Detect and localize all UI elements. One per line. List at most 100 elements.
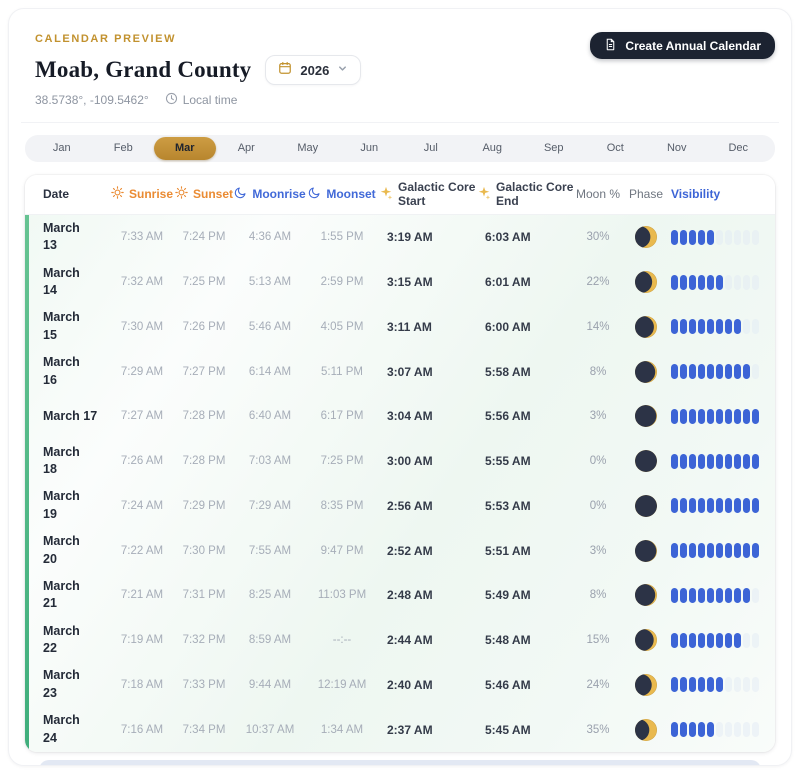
moonrise-cell: 8:25 AM xyxy=(248,589,292,602)
tab-jun[interactable]: Jun xyxy=(339,137,401,160)
visibility-bar xyxy=(707,677,714,693)
phase-cell xyxy=(621,718,671,741)
visibility-bar xyxy=(725,543,732,559)
moonset-cell: 1:55 PM xyxy=(320,231,364,244)
header-divider xyxy=(21,122,779,123)
visibility-bar xyxy=(680,408,687,424)
moonrise-cell: 7:29 AM xyxy=(248,499,292,512)
visibility-bar xyxy=(707,319,714,335)
tab-aug[interactable]: Aug xyxy=(462,137,524,160)
sunrise-cell: 7:19 AM xyxy=(120,634,164,647)
visibility-bar xyxy=(725,587,732,603)
col-sunset: Sunset xyxy=(173,186,235,203)
moon-percent-cell: 0% xyxy=(589,455,607,468)
visibility-bar xyxy=(680,498,687,514)
phase-cell xyxy=(621,405,671,428)
sunset-cell: 7:30 PM xyxy=(182,544,226,557)
sunrise-cell: 7:27 AM xyxy=(120,410,164,423)
moon-shadow xyxy=(635,584,656,607)
tab-nov[interactable]: Nov xyxy=(646,137,708,160)
visibility-bar xyxy=(716,229,723,245)
visibility-bar xyxy=(752,543,759,559)
phase-cell xyxy=(621,629,671,652)
tab-oct[interactable]: Oct xyxy=(585,137,647,160)
visibility-bars xyxy=(671,274,763,290)
visibility-bar xyxy=(716,364,723,380)
visibility-bar xyxy=(680,632,687,648)
tab-jul[interactable]: Jul xyxy=(400,137,462,160)
date-cell: March 14 xyxy=(43,265,80,298)
tab-jan[interactable]: Jan xyxy=(31,137,93,160)
sparkles-icon xyxy=(379,186,393,204)
visibility-bar xyxy=(734,364,741,380)
sunrise-cell: 7:26 AM xyxy=(120,455,164,468)
visibility-bar xyxy=(734,677,741,693)
coordinates-text: 38.5738°, -109.5462° xyxy=(35,93,149,107)
visibility-bar xyxy=(698,319,705,335)
galactic-core-start-cell: 3:11 AM xyxy=(387,319,432,334)
visibility-bar xyxy=(689,677,696,693)
visibility-bar xyxy=(752,319,759,335)
moonset-cell: 9:47 PM xyxy=(320,544,364,557)
visibility-bar xyxy=(734,274,741,290)
chevron-down-icon xyxy=(337,61,348,79)
visibility-bar xyxy=(743,632,750,648)
visibility-bar xyxy=(707,274,714,290)
visibility-bar xyxy=(716,677,723,693)
visibility-bar xyxy=(734,632,741,648)
col-visibility-label: Visibility xyxy=(671,186,721,201)
galactic-core-start-cell: 3:04 AM xyxy=(387,409,433,424)
sun-icon xyxy=(111,186,124,203)
col-moonrise: Moonrise xyxy=(235,186,306,203)
moonrise-cell: 5:13 AM xyxy=(248,276,292,289)
date-cell: March 15 xyxy=(43,310,80,342)
visibility-bar xyxy=(752,408,759,424)
tab-feb[interactable]: Feb xyxy=(93,137,155,160)
visibility-bar xyxy=(716,498,723,514)
visibility-bar xyxy=(689,453,696,469)
visibility-bar xyxy=(716,632,723,648)
visibility-bar xyxy=(743,543,750,559)
year-selector[interactable]: 2026 xyxy=(265,55,362,85)
tab-dec[interactable]: Dec xyxy=(708,137,770,160)
moon-phase-icon xyxy=(635,226,657,249)
visibility-bar xyxy=(734,587,741,603)
table-row: March 17 7:27 AM 7:28 PM 6:40 AM 6:17 PM 3:04… xyxy=(25,394,775,439)
moon-percent-cell: 15% xyxy=(586,634,610,647)
create-annual-calendar-button[interactable]: Create Annual Calendar xyxy=(590,32,775,59)
tab-apr[interactable]: Apr xyxy=(216,137,278,160)
sunrise-cell: 7:22 AM xyxy=(120,544,164,557)
table-row: March 23 7:18 AM 7:33 PM 9:44 AM 12:19 AM 2:4… xyxy=(25,663,775,708)
visibility-bar xyxy=(725,498,732,514)
sparkles-icon xyxy=(477,186,491,204)
visibility-bar xyxy=(689,498,696,514)
visibility-bar xyxy=(743,408,750,424)
sunrise-cell: 7:29 AM xyxy=(120,365,164,378)
sunrise-cell: 7:32 AM xyxy=(120,276,164,289)
moonset-cell: 12:19 AM xyxy=(317,678,367,691)
visibility-bar xyxy=(689,274,696,290)
tab-may[interactable]: May xyxy=(277,137,339,160)
moonset-cell: 4:05 PM xyxy=(320,320,364,333)
visibility-bars xyxy=(671,364,763,380)
clock-icon xyxy=(165,92,178,108)
visibility-bar xyxy=(716,274,723,290)
date-cell: March 16 xyxy=(43,355,80,387)
moon-shadow xyxy=(635,673,652,696)
phase-cell xyxy=(621,673,671,696)
tab-mar[interactable]: Mar xyxy=(154,137,216,160)
date-cell: March 21 xyxy=(43,578,80,611)
visibility-bars xyxy=(671,229,763,245)
tab-sep[interactable]: Sep xyxy=(523,137,585,160)
date-cell: March 18 xyxy=(43,444,80,477)
table-row: March 19 7:24 AM 7:29 PM 7:29 AM 8:35 PM 2:56… xyxy=(25,484,775,529)
moonset-cell: 8:35 PM xyxy=(320,499,364,512)
galactic-core-end-cell: 5:45 AM xyxy=(485,722,531,737)
visibility-bar xyxy=(698,587,705,603)
visibility-bar xyxy=(725,319,732,335)
visibility-bars xyxy=(671,453,763,469)
moonrise-cell: 5:46 AM xyxy=(248,320,292,333)
visibility-bar xyxy=(725,632,732,648)
col-galactic-core-end: Galactic Core End xyxy=(477,180,575,209)
moonrise-cell: 6:40 AM xyxy=(248,410,292,423)
